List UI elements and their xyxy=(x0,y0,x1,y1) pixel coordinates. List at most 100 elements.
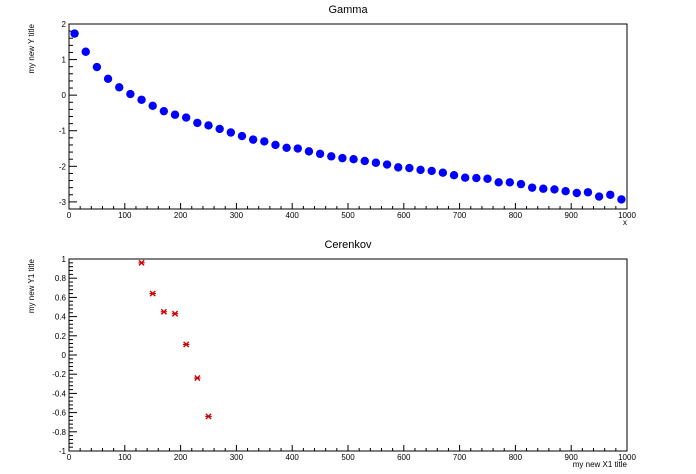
gamma-y-tick-label: 0 xyxy=(62,91,67,100)
gamma-y-tick-label: 1 xyxy=(62,56,67,65)
cerenkov-data-point xyxy=(182,341,190,348)
gamma-x-tick-label: 300 xyxy=(230,211,244,220)
gamma-data-point xyxy=(550,185,559,194)
cerenkov-y-axis-label: my new Y1 title xyxy=(27,258,36,313)
gamma-x-tick-label: 100 xyxy=(118,211,132,220)
cerenkov-data-point xyxy=(205,413,212,420)
gamma-x-tick-label: 600 xyxy=(397,211,411,220)
gamma-x-tick-label: 500 xyxy=(341,211,355,220)
gamma-plot-frame xyxy=(68,23,628,210)
gamma-data-point xyxy=(282,143,291,153)
gamma-y-tick-label: 2 xyxy=(62,20,67,29)
cerenkov-y-tick-label: 0.8 xyxy=(55,274,67,283)
cerenkov-y-tick-label: 0.6 xyxy=(55,293,67,302)
cerenkov-x-tick-label: 600 xyxy=(397,453,411,462)
gamma-data-point xyxy=(438,168,448,177)
cerenkov-x-tick-label: 900 xyxy=(565,453,579,462)
cerenkov-x-tick-label: 700 xyxy=(453,453,467,462)
gamma-data-point xyxy=(394,163,403,172)
cerenkov-x-tick-label: 800 xyxy=(509,453,523,462)
gamma-data-point xyxy=(271,140,280,150)
cerenkov-panel: Cerenkov my new Y1 title my new X1 title… xyxy=(27,239,636,469)
gamma-y-tick-label: -1 xyxy=(59,127,67,136)
gamma-data-point xyxy=(148,101,157,111)
gamma-data-point xyxy=(606,190,615,199)
gamma-data-point xyxy=(170,110,180,119)
gamma-data-point xyxy=(215,124,224,134)
gamma-data-point xyxy=(103,74,113,83)
gamma-data-point xyxy=(460,173,470,182)
gamma-data-points xyxy=(70,29,626,204)
gamma-data-point xyxy=(483,174,492,183)
cerenkov-y-tick-label: -0.6 xyxy=(52,409,66,418)
gamma-data-point xyxy=(494,178,503,187)
gamma-data-point xyxy=(505,178,515,187)
gamma-y-axis-label: my new Y title xyxy=(27,23,36,73)
cerenkov-data-point xyxy=(160,308,168,315)
cerenkov-y-tick-label: 0.2 xyxy=(55,332,67,341)
gamma-data-point xyxy=(449,171,459,180)
cerenkov-y-tick-label: -0.2 xyxy=(52,370,66,379)
cerenkov-x-axis-label: my new X1 title xyxy=(573,460,628,469)
cerenkov-y-tick-label: 0 xyxy=(62,351,67,360)
cerenkov-y-tick-label: 1 xyxy=(62,255,67,264)
cerenkov-plot-frame xyxy=(68,258,628,452)
gamma-data-point xyxy=(360,156,369,166)
cerenkov-data-point xyxy=(194,374,201,382)
gamma-x-tick-label: 800 xyxy=(509,211,523,220)
gamma-x-axis-label: x xyxy=(623,218,627,227)
gamma-data-point xyxy=(248,135,258,144)
gamma-data-point xyxy=(371,158,381,167)
cerenkov-y-tick-label: -1 xyxy=(59,447,67,456)
gamma-data-point xyxy=(92,62,102,72)
gamma-data-point xyxy=(561,187,570,196)
gamma-data-point xyxy=(193,118,202,128)
cerenkov-data-point xyxy=(138,259,145,266)
gamma-x-tick-label: 900 xyxy=(565,211,579,220)
cerenkov-data-points xyxy=(138,259,212,420)
gamma-data-point xyxy=(81,47,90,56)
gamma-x-tick-label: 400 xyxy=(286,211,300,220)
gamma-data-point xyxy=(527,183,537,192)
cerenkov-y-tick-label: -0.4 xyxy=(52,389,66,398)
gamma-data-point xyxy=(181,113,191,122)
gamma-data-point xyxy=(427,166,436,176)
gamma-data-point xyxy=(315,149,325,159)
cerenkov-x-tick-label: 400 xyxy=(286,453,300,462)
cerenkov-x-tick-label: 500 xyxy=(341,453,355,462)
gamma-panel: Gamma my new Y title x 0 100 200 300 400 500 6… xyxy=(27,4,636,227)
cerenkov-data-point xyxy=(149,290,156,297)
gamma-data-point xyxy=(226,128,236,137)
gamma-data-point xyxy=(539,184,548,193)
cerenkov-x-tick-label: 200 xyxy=(174,453,188,462)
cerenkov-y-tick-label: -0.8 xyxy=(52,428,66,437)
cerenkov-data-point xyxy=(171,310,179,317)
gamma-x-tick-label: 0 xyxy=(67,211,72,220)
gamma-data-point xyxy=(137,95,146,104)
gamma-data-point xyxy=(516,179,526,189)
gamma-y-tick-label: -3 xyxy=(59,198,67,207)
gamma-data-point xyxy=(583,188,593,197)
gamma-data-point xyxy=(126,89,135,99)
gamma-data-point xyxy=(237,131,247,141)
gamma-data-point xyxy=(617,195,626,204)
gamma-data-point xyxy=(338,153,347,163)
gamma-data-point xyxy=(304,147,314,156)
cerenkov-chart-title: Cerenkov xyxy=(324,239,372,251)
gamma-x-tick-label: 700 xyxy=(453,211,467,220)
gamma-data-point xyxy=(572,188,581,198)
gamma-y-tick-label: -2 xyxy=(59,162,67,171)
gamma-chart-title: Gamma xyxy=(328,4,368,16)
cerenkov-x-tick-label: 100 xyxy=(118,453,132,462)
gamma-data-point xyxy=(115,83,124,92)
gamma-axis-ticks: 0 100 200 300 400 500 600 700 800 900 1000 -3 -2 -1 0 1… xyxy=(59,20,637,220)
gamma-data-point xyxy=(382,160,392,169)
gamma-data-point xyxy=(405,163,414,173)
gamma-data-point xyxy=(472,173,481,183)
cerenkov-y-tick-label: 0.4 xyxy=(55,313,67,322)
cerenkov-axis-ticks: 0 100 200 300 400 500 600 700 800 900 1000 -1 -0.8 -0… xyxy=(52,255,636,462)
gamma-data-point xyxy=(416,165,425,175)
gamma-x-tick-label: 1000 xyxy=(618,211,636,220)
cerenkov-x-tick-label: 0 xyxy=(67,453,72,462)
